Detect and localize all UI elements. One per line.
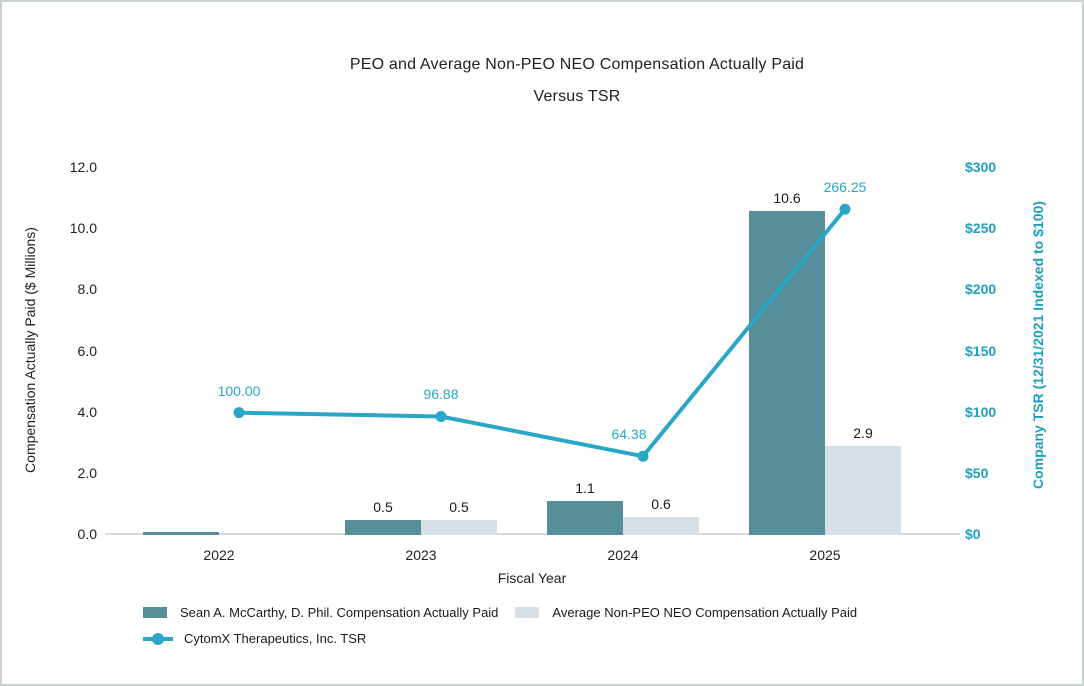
bar-peo-2025 [749,211,825,535]
bar-peo-2023 [345,520,421,535]
legend-row-2: CytomX Therapeutics, Inc. TSR [143,631,857,646]
y-tick-right: $200 [965,281,997,298]
bar-peo-2022 [143,532,219,535]
x-tick-2025: 2025 [809,547,841,563]
y-tick-left: 0.0 [77,526,97,542]
x-tick-2023: 2023 [405,547,437,563]
y-tick-right: $0 [965,526,981,542]
bar-avg-2023 [421,520,497,535]
x-tick-2024: 2024 [607,547,639,563]
y-tick-right: $250 [965,220,997,237]
bar-peo-2024 [547,501,623,535]
tsr-value-label: 100.00 [217,382,261,399]
legend-swatch-avg-bar [515,607,540,618]
tsr-value-label: 64.38 [611,426,647,443]
bar-value-label: 1.1 [575,480,595,496]
bar-value-label: 2.9 [853,425,873,441]
bar-value-label: 0.6 [651,496,671,512]
y-tick-left: 4.0 [77,403,97,420]
y-tick-left: 2.0 [77,464,97,481]
bar-value-label: 0.5 [449,499,469,515]
x-axis-title: Fiscal Year [497,570,567,586]
y-tick-left: 10.0 [69,220,97,237]
y-tick-right: $300 [965,159,997,175]
legend: Sean A. McCarthy, D. Phil. Compensation … [143,605,857,657]
x-tick-2022: 2022 [203,547,235,563]
tsr-point [435,410,447,422]
legend-line-marker-tsr [143,632,173,645]
legend-label-peo: Sean A. McCarthy, D. Phil. Compensation … [180,605,499,620]
tsr-point [233,407,245,419]
tsr-value-label: 266.25 [823,179,867,196]
y-tick-right: $100 [965,403,997,420]
tsr-point [839,203,851,215]
bar-avg-2024 [623,517,699,535]
chart-title-line-1: PEO and Average Non-PEO NEO Compensation… [349,56,805,73]
y-tick-right: $50 [965,464,989,481]
tsr-line [237,207,847,459]
x-axis-line [105,533,960,535]
y-tick-left: 6.0 [77,342,97,359]
bar-value-label: 0.5 [373,499,393,515]
legend-line-dot-icon [152,632,164,645]
tsr-value-label: 96.88 [423,386,459,403]
legend-swatch-peo-bar [143,607,167,618]
tsr-line-chart [233,203,851,462]
y-tick-right: $150 [965,342,997,359]
bar-avg-2025 [825,446,901,535]
legend-label-avg: Average Non-PEO NEO Compensation Actuall… [552,605,858,620]
legend-row-1: Sean A. McCarthy, D. Phil. Compensation … [143,605,857,620]
bar-value-label: 10.6 [773,190,801,206]
y-tick-left: 12.0 [69,159,97,175]
chart-title-line-2: Versus TSR [533,88,621,105]
tsr-point [637,450,649,462]
legend-label-tsr: CytomX Therapeutics, Inc. TSR [184,631,367,646]
y-tick-left: 8.0 [77,281,97,298]
